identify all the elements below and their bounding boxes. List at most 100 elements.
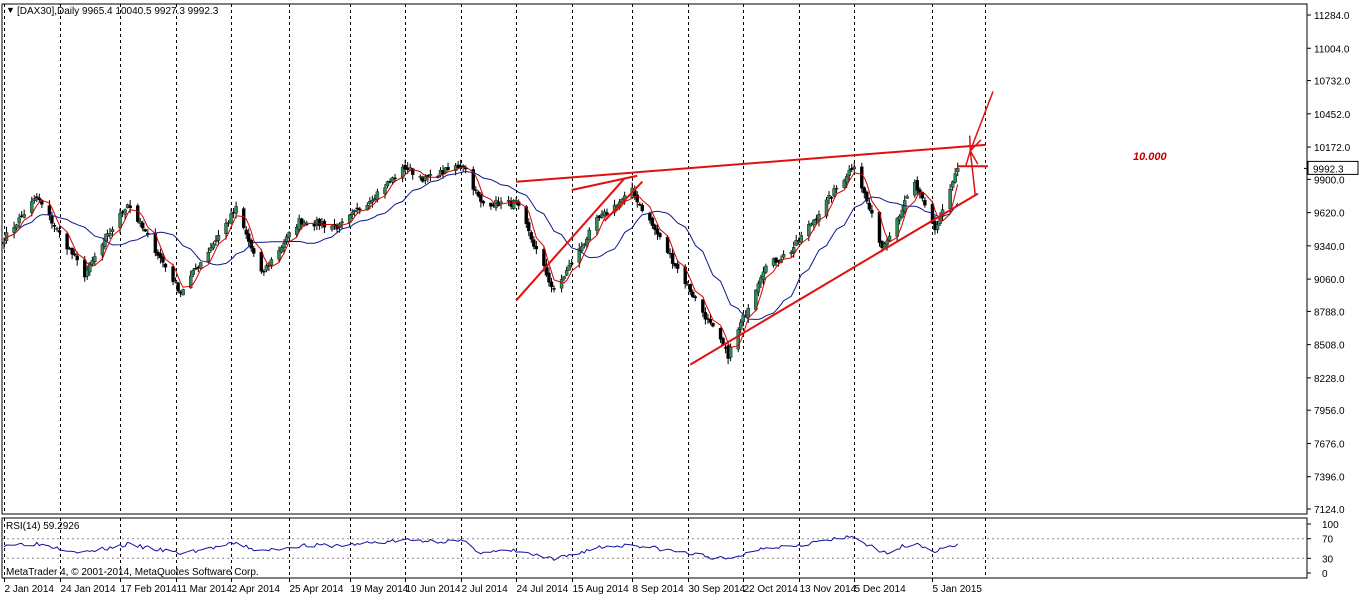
bull-candle — [282, 242, 286, 249]
bull-candle — [234, 206, 238, 214]
bull-candle — [453, 165, 458, 171]
bull-candle — [138, 220, 142, 224]
bear-candle — [262, 271, 266, 273]
x-tick-label: 19 May 2014 — [351, 584, 409, 595]
bear-candle — [158, 253, 163, 259]
bear-candle — [605, 212, 609, 215]
bull-candle — [789, 252, 793, 254]
bear-candle — [653, 224, 657, 230]
bull-candle — [948, 188, 952, 209]
rsi-panel[interactable] — [2, 535, 1307, 561]
bull-candle — [559, 278, 564, 289]
bull-candle — [728, 346, 733, 358]
bear-candle — [252, 248, 256, 254]
bear-candle — [829, 197, 834, 199]
bull-candle — [189, 275, 193, 289]
main-panel-frame — [1, 3, 1308, 515]
y-tick-label: 8788.0 — [1314, 307, 1345, 318]
bear-candle — [72, 253, 77, 256]
bear-candle — [658, 233, 662, 238]
bull-candle — [897, 215, 902, 221]
x-tick-label: 11 Mar 2014 — [177, 584, 233, 595]
bull-candle — [935, 224, 940, 231]
bear-candle — [532, 239, 536, 247]
resistance-line — [516, 143, 986, 183]
rsi-line — [3, 535, 959, 561]
bear-candle — [393, 177, 397, 180]
bull-candle — [950, 181, 955, 188]
x-tick-label: 30 Sep 2014 — [689, 584, 746, 595]
bull-candle — [953, 173, 957, 183]
bull-candle — [340, 221, 344, 224]
bear-candle — [70, 247, 74, 255]
bear-candle — [569, 262, 574, 265]
bull-candle — [739, 322, 743, 330]
bear-candle — [718, 327, 723, 340]
bull-candle — [206, 251, 211, 262]
bull-candle — [761, 271, 766, 280]
bull-candle — [885, 240, 889, 246]
bull-candle — [807, 224, 811, 237]
x-tick-label: 5 Jan 2015 — [933, 584, 983, 595]
bear-candle — [552, 288, 556, 290]
bear-candle — [923, 200, 927, 206]
bull-candle — [229, 213, 233, 224]
bear-candle — [542, 249, 546, 266]
bear-candle — [693, 296, 698, 299]
bull-candle — [224, 223, 228, 234]
y-tick-label: 9060.0 — [1314, 275, 1345, 286]
bull-candle — [905, 196, 909, 199]
wedge-bottom-summer — [603, 181, 644, 222]
bull-candle — [277, 250, 281, 260]
bull-candle — [118, 213, 122, 229]
bear-candle — [670, 253, 675, 264]
x-tick-label: 13 Nov 2014 — [800, 584, 857, 595]
x-tick-label: 24 Jan 2014 — [61, 584, 116, 595]
main-price-panel[interactable] — [2, 91, 994, 366]
y-tick-label: 8508.0 — [1314, 341, 1345, 352]
bear-candle — [259, 252, 264, 272]
bear-candle — [675, 263, 680, 269]
menu-triangle-icon[interactable]: ▼ — [6, 5, 15, 15]
bear-candle — [865, 191, 869, 202]
bull-candle — [759, 277, 763, 284]
y-tick-label: 9620.0 — [1314, 209, 1345, 220]
bull-candle — [352, 210, 357, 213]
bull-candle — [900, 210, 904, 218]
bear-candle — [163, 263, 168, 268]
x-tick-label: 8 Sep 2014 — [633, 584, 685, 595]
bear-candle — [65, 233, 69, 250]
bear-candle — [244, 229, 248, 235]
x-tick-label: 15 Aug 2014 — [573, 584, 630, 595]
bull-candle — [173, 280, 178, 283]
bear-candle — [300, 218, 304, 225]
bull-candle — [423, 176, 428, 181]
rsi-label: RSI(14) 59.2926 — [6, 521, 80, 532]
bull-candle — [832, 188, 836, 197]
down-arrow — [969, 150, 977, 197]
bear-candle — [141, 222, 145, 229]
bear-candle — [640, 204, 645, 212]
bear-candle — [194, 268, 198, 270]
bear-candle — [143, 229, 147, 232]
bear-candle — [471, 169, 475, 190]
y-tick-label: 7396.0 — [1314, 473, 1345, 484]
bull-candle — [2, 242, 6, 245]
bull-candle — [88, 262, 92, 273]
bull-candle — [383, 187, 387, 195]
bull-candle — [191, 270, 195, 275]
bear-candle — [247, 233, 251, 242]
bear-candle — [534, 246, 539, 250]
bull-candle — [110, 229, 115, 233]
bull-candle — [812, 219, 816, 226]
x-tick-label: 22 Oct 2014 — [744, 584, 799, 595]
bear-candle — [638, 203, 642, 206]
bull-candle — [385, 181, 390, 187]
bear-candle — [50, 215, 54, 224]
x-tick-label: 24 Jul 2014 — [517, 584, 569, 595]
bear-candle — [544, 264, 549, 276]
bull-candle — [428, 174, 433, 176]
bear-candle — [136, 205, 140, 222]
